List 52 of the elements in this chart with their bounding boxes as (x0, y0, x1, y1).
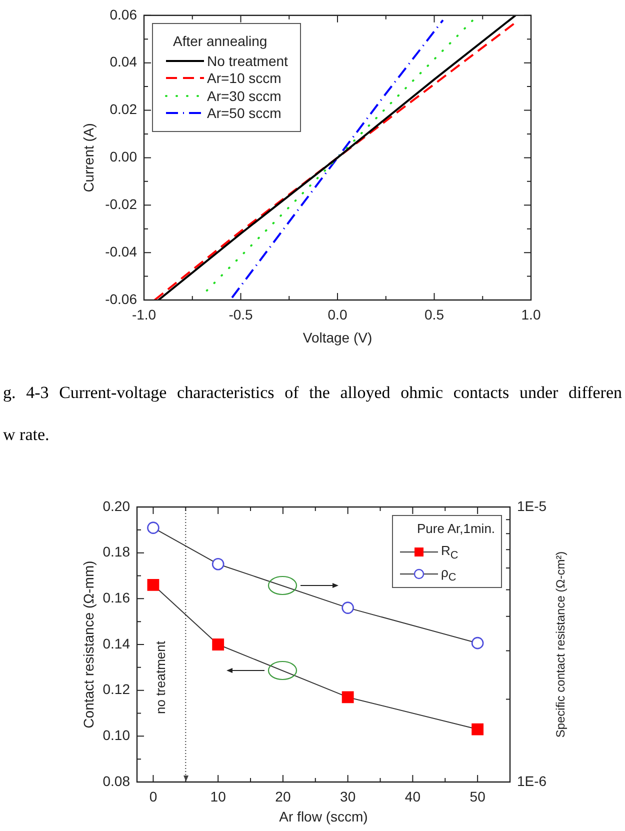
y-axis-title: Contact resistance (Ω-mm) (80, 560, 96, 728)
x-tick-label: 40 (404, 788, 421, 804)
y-tick-label: -0.02 (105, 196, 138, 212)
y-tick-label: 0.06 (110, 6, 138, 22)
y-tick-label: 0.18 (102, 544, 130, 560)
legend-label: R$_{C}$ (441, 542, 458, 562)
legend-label: Ar=30 sccm (207, 88, 282, 104)
y2-tick-label: 1E-5 (517, 498, 547, 514)
y-tick-label: -0.04 (105, 243, 138, 260)
y-tick-label: 0.12 (102, 681, 130, 698)
point (212, 638, 224, 650)
y-tick-label: 0.10 (102, 727, 130, 744)
y-tick-label: 0.00 (110, 148, 138, 165)
y2-tick-label: 1E-6 (517, 772, 547, 789)
legend-label: ρ$_{C}$ (441, 564, 456, 584)
y-axis-title: Current (A) (80, 123, 96, 192)
x-tick-label: 0.0 (328, 306, 348, 322)
y-tick-label: 0.16 (102, 590, 130, 606)
legend-label: Ar=50 sccm (207, 105, 282, 122)
y-tick-label: 0.14 (102, 635, 130, 652)
y-tick-label: 0.20 (102, 498, 130, 514)
x-tick-label: 20 (275, 788, 291, 804)
point (147, 578, 160, 591)
x-tick-label: -0.5 (228, 306, 254, 322)
x-axis-title: Ar flow (sccm) (279, 808, 368, 824)
x-axis-title: Voltage (V) (302, 329, 372, 346)
y-tick-label: 0.04 (110, 54, 138, 70)
y-tick-label: 0.02 (110, 101, 138, 118)
y2-axis-title: Specific contact resistance (Ω-cm²) (553, 551, 568, 738)
point (212, 558, 224, 570)
x-tick-label: 0.5 (424, 306, 444, 322)
y-tick-label: -0.06 (105, 290, 138, 307)
ref-line-label: no treatment (153, 640, 168, 714)
x-tick-label: 0 (149, 788, 158, 804)
line-series (206, 19, 474, 292)
point (342, 691, 354, 704)
x-tick-label: 30 (340, 788, 356, 804)
point (472, 723, 484, 736)
text: w rate. (3, 425, 50, 445)
text: g. 4-3 Current-voltage characteristics of the alloyed ohmic contacts under differen (3, 383, 622, 403)
legend-title: After annealing (173, 32, 268, 52)
x-tick-label: -1.0 (132, 306, 156, 322)
point (147, 522, 160, 534)
x-tick-label: 50 (470, 788, 486, 804)
y-tick-label: 0.08 (102, 772, 130, 789)
legend-label: Ar=10 sccm (207, 70, 282, 86)
legend-title: Pure Ar,1min. (417, 520, 496, 538)
x-tick-label: 10 (210, 788, 226, 804)
x-tick-label: 1.0 (521, 306, 541, 322)
legend-label: No treatment (207, 52, 288, 69)
point (471, 636, 484, 650)
point (342, 602, 354, 614)
